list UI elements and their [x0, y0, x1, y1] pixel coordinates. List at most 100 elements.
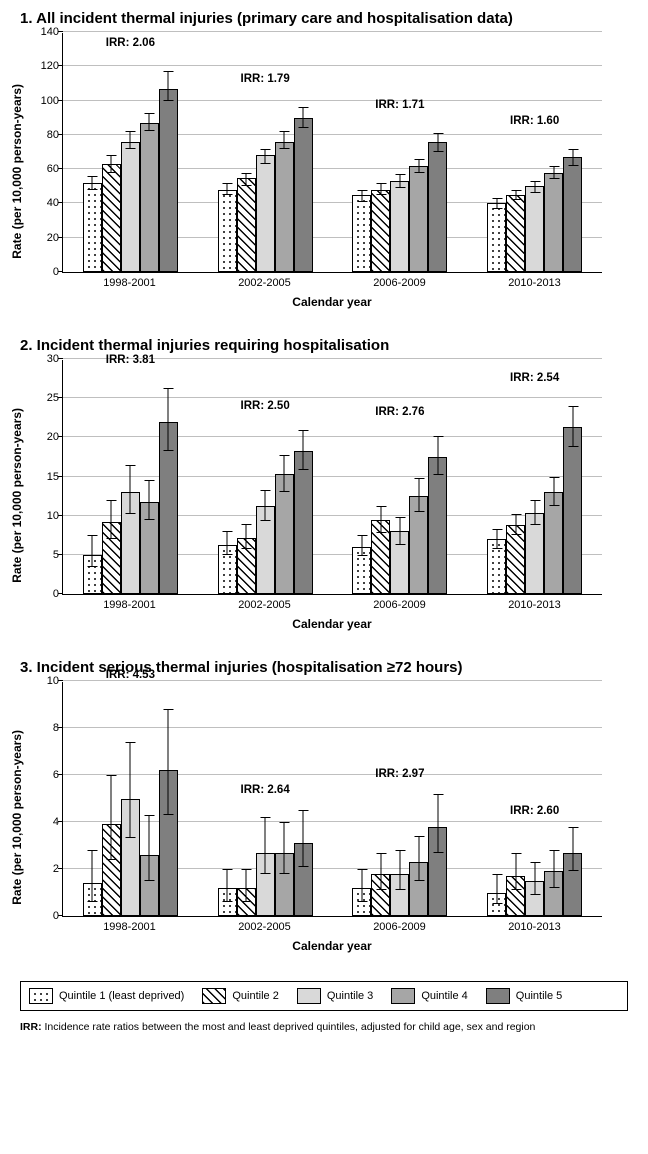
bar-cluster: IRR: 2.54	[487, 360, 582, 594]
swatch-q4	[391, 988, 415, 1004]
bar-q2	[506, 195, 525, 272]
bar-cluster: IRR: 2.50	[218, 360, 313, 594]
ytick-label: 0	[53, 588, 63, 600]
chart-panel-2: 2. Incident thermal injuries requiring h…	[10, 337, 638, 631]
bar-cluster: IRR: 1.71	[352, 33, 447, 272]
error-bar	[303, 107, 304, 128]
xtick-label: 1998-2001	[82, 921, 177, 933]
bar-cluster: IRR: 4.53	[83, 682, 178, 916]
bar-q1	[83, 183, 102, 272]
xtick-label: 1998-2001	[82, 599, 177, 611]
xtick-label: 2006-2009	[352, 277, 447, 289]
legend-label-q2: Quintile 2	[232, 990, 278, 1002]
xtick-label: 2002-2005	[217, 599, 312, 611]
error-bar	[418, 836, 419, 881]
error-bar	[380, 183, 381, 195]
irr-annotation: IRR: 4.53	[106, 669, 155, 681]
ytick-label: 4	[53, 816, 63, 828]
error-bar	[515, 853, 516, 891]
swatch-q5	[486, 988, 510, 1004]
error-bar	[168, 709, 169, 815]
irr-annotation: IRR: 1.79	[241, 73, 290, 85]
error-bar	[111, 500, 112, 539]
error-bar	[92, 850, 93, 902]
ytick-label: 20	[47, 431, 63, 443]
ytick-label: 10	[47, 510, 63, 522]
error-bar	[399, 174, 400, 188]
bar-q2	[102, 164, 121, 272]
error-bar	[380, 853, 381, 891]
error-bar	[553, 166, 554, 180]
ytick-label: 8	[53, 722, 63, 734]
ytick-label: 100	[41, 95, 63, 107]
error-bar	[227, 531, 228, 555]
bar-q1	[218, 190, 237, 272]
error-bar	[227, 869, 228, 902]
irr-annotation: IRR: 2.64	[241, 784, 290, 796]
irr-annotation: IRR: 2.54	[510, 372, 559, 384]
error-bar	[303, 430, 304, 471]
error-bar	[572, 406, 573, 447]
error-bar	[246, 869, 247, 902]
footnote: IRR: Incidence rate ratios between the m…	[20, 1021, 628, 1033]
panel-title-2: 2. Incident thermal injuries requiring h…	[20, 337, 638, 354]
xtick-label: 2010-2013	[487, 921, 582, 933]
error-bar	[265, 817, 266, 873]
error-bar	[284, 455, 285, 493]
legend-label-q3: Quintile 3	[327, 990, 373, 1002]
bar-cluster: IRR: 2.06	[83, 33, 178, 272]
error-bar	[149, 480, 150, 519]
bar-q3	[525, 513, 544, 594]
bar-q2	[371, 190, 390, 272]
plot-area: 051015202530IRR: 3.81IRR: 2.50IRR: 2.76I…	[62, 360, 602, 595]
error-bar	[534, 862, 535, 895]
ytick-label: 40	[47, 197, 63, 209]
yaxis-label: Rate (per 10,000 person-years)	[10, 408, 24, 583]
bar-q4	[140, 123, 159, 272]
error-bar	[130, 131, 131, 148]
bar-cluster: IRR: 3.81	[83, 360, 178, 594]
xaxis-title: Calendar year	[62, 939, 602, 953]
ytick-label: 120	[41, 60, 63, 72]
bar-q4	[275, 142, 294, 272]
bar-q2	[237, 178, 256, 272]
error-bar	[284, 822, 285, 874]
bar-q4	[544, 173, 563, 272]
error-bar	[246, 173, 247, 187]
error-bar	[572, 149, 573, 166]
xtick-label: 2010-2013	[487, 277, 582, 289]
xtick-label: 2002-2005	[217, 921, 312, 933]
footnote-label: IRR:	[20, 1021, 42, 1033]
xtick-label: 1998-2001	[82, 277, 177, 289]
error-bar	[149, 815, 150, 881]
error-bar	[149, 113, 150, 132]
plot-area: 0246810IRR: 4.53IRR: 2.64IRR: 2.97IRR: 2…	[62, 682, 602, 917]
ytick-label: 0	[53, 910, 63, 922]
error-bar	[130, 742, 131, 838]
ytick-label: 15	[47, 471, 63, 483]
error-bar	[361, 535, 362, 556]
xaxis-title: Calendar year	[62, 617, 602, 631]
legend-item-q1: Quintile 1 (least deprived)	[29, 988, 184, 1004]
legend-label-q4: Quintile 4	[421, 990, 467, 1002]
irr-annotation: IRR: 1.71	[375, 99, 424, 111]
bar-q5	[294, 118, 313, 272]
bar-cluster: IRR: 2.76	[352, 360, 447, 594]
error-bar	[496, 198, 497, 208]
error-bar	[399, 850, 400, 890]
bar-q5	[563, 427, 582, 594]
error-bar	[534, 181, 535, 193]
ytick-label: 5	[53, 549, 63, 561]
error-bar	[553, 850, 554, 888]
swatch-q3	[297, 988, 321, 1004]
error-bar	[496, 874, 497, 905]
error-bar	[361, 869, 362, 902]
xaxis-title: Calendar year	[62, 295, 602, 309]
error-bar	[168, 71, 169, 100]
error-bar	[437, 133, 438, 152]
error-bar	[437, 436, 438, 475]
irr-annotation: IRR: 2.50	[241, 400, 290, 412]
error-bar	[265, 149, 266, 164]
error-bar	[227, 183, 228, 195]
footnote-text: Incidence rate ratios between the most a…	[42, 1021, 536, 1033]
